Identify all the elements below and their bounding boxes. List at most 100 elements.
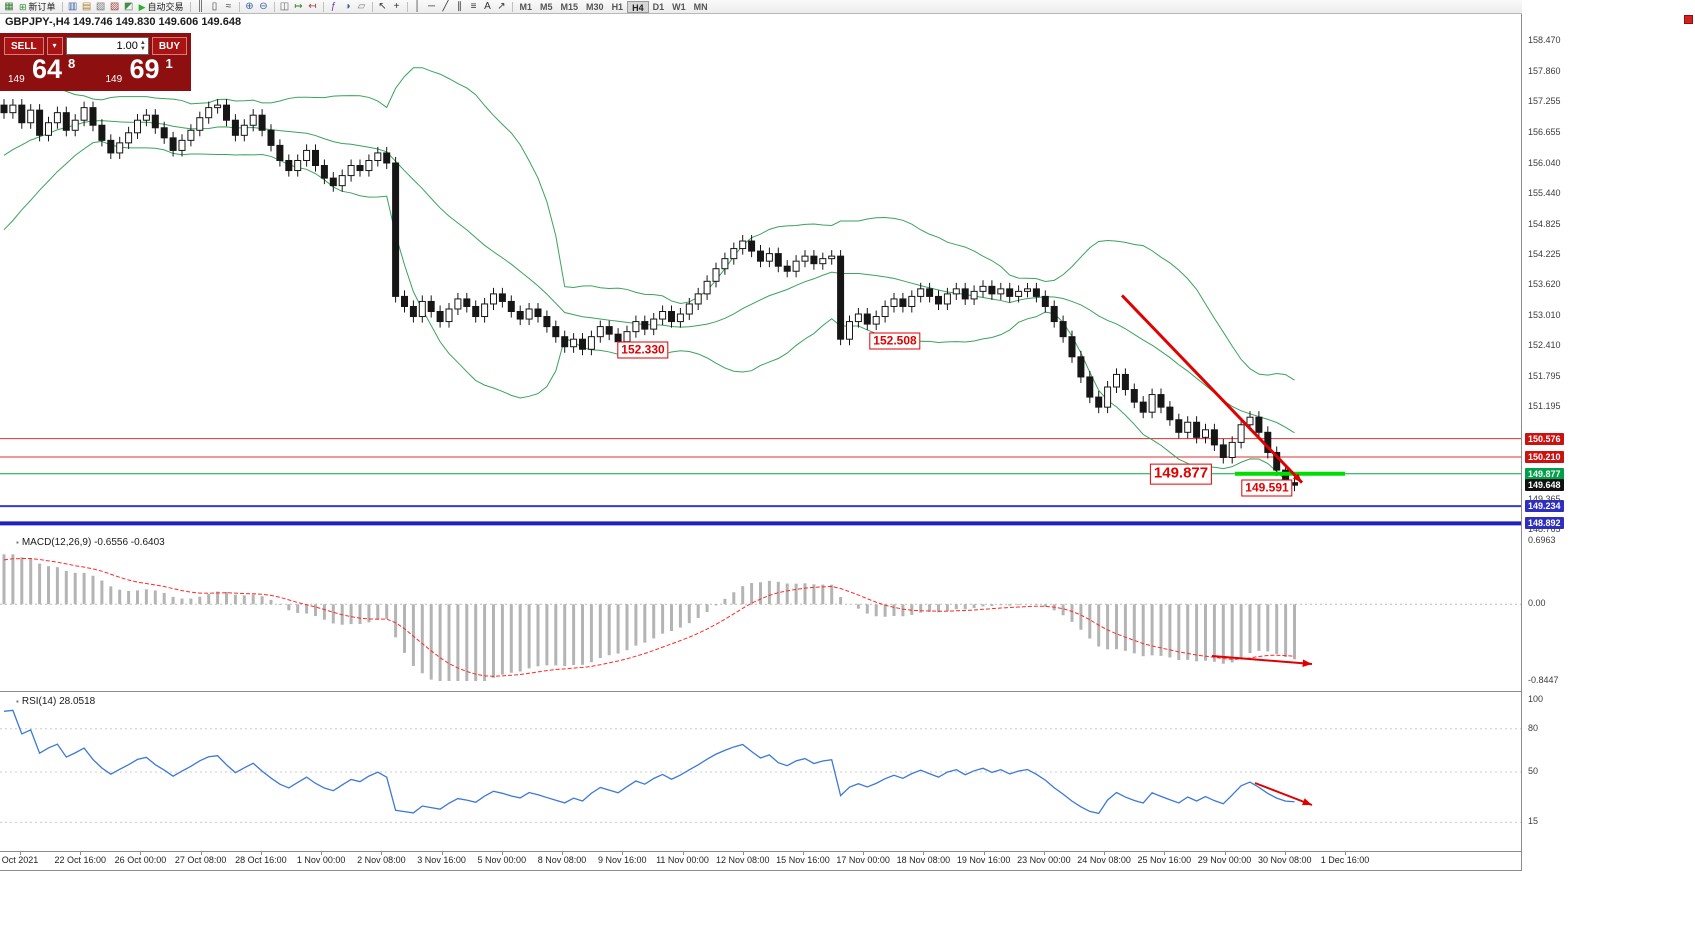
buy-price-main: 69 [129,54,160,84]
price-tick: 152.410 [1528,340,1561,351]
volume-input[interactable] [68,40,138,52]
trendline-icon[interactable]: ╱ [442,0,449,12]
line-chart-icon[interactable]: ≈ [225,0,232,12]
time-tick [923,851,925,855]
rsi-panel[interactable] [0,692,1522,851]
volume-field[interactable]: ▲▼ [65,37,149,55]
timeframe-h1[interactable]: H1 [611,1,624,12]
rsi-line [3,709,1295,815]
main-chart[interactable] [0,14,1522,533]
timeframe-d1[interactable]: D1 [652,1,665,12]
strategy-tester-icon[interactable]: ◩ [123,0,134,12]
time-tick [140,851,142,855]
arrow-tool-icon[interactable]: ↗ [497,0,506,12]
time-label: 29 Nov 00:00 [1197,855,1252,865]
price-tick: 157.255 [1528,96,1561,107]
price-scale[interactable]: 158.470 157.860 157.255 156.655 156.040 155.4… [1522,0,1695,939]
timeframe-mn[interactable]: MN [693,1,708,12]
market-watch-icon[interactable]: ▥ [67,0,78,12]
price-tick: 158.470 [1528,35,1561,46]
macd-panel[interactable] [0,533,1522,691]
toolbar-separator [238,1,240,12]
tile-windows-icon[interactable]: ◫ [279,0,290,12]
horizontal-line-icon[interactable]: ─ [427,0,436,12]
macd-label: ▪ MACD(12,26,9) -0.6556 -0.6403 [16,537,165,548]
price-scale-border [1521,14,1522,870]
candlestick-chart-icon[interactable]: ▯ [211,0,218,12]
price-badge: 149.234 [1525,500,1564,513]
time-tick [1284,851,1286,855]
indicators-icon[interactable]: ƒ [330,0,337,12]
time-label: 9 Nov 16:00 [597,855,647,865]
sell-price-pip: 8 [68,56,76,71]
time-axis[interactable]: Oct 2021 22 Oct 16:00 26 Oct 00:00 27 Oct 0… [0,851,1522,870]
volume-down-icon[interactable]: ▼ [139,46,146,52]
macd-signal-line [3,558,1295,677]
time-label: 30 Nov 08:00 [1257,855,1312,865]
timeframe-m30[interactable]: M30 [586,1,604,12]
vertical-line-icon[interactable]: │ [414,0,421,12]
bollinger-middle [3,120,1295,434]
timeframe-m5[interactable]: M5 [540,1,553,12]
macd-arrow [1211,655,1313,667]
toolbar: ▦ ⊞ 新订单 ▥ ▤ ▧ ▨ ◩ ▶ 自动交易 ║ ▯ ≈ ⊕ ⊖ ◫ ↦ ↤ ƒ ◑ ▱ ↖ + │ ─ ╱ ∥ ≡ A ↗ M1 M5 M… [0,0,1695,14]
text-tool-icon[interactable]: A [484,0,491,12]
crosshair-icon[interactable]: + [393,0,400,12]
toolbar-separator [406,1,408,12]
time-tick [682,851,684,855]
new-order-icon: ⊞ [19,1,27,12]
volume-steppers[interactable]: ▲ ▼ [138,40,146,52]
time-tick [863,851,865,855]
time-label: 2 Nov 08:00 [357,855,406,865]
time-label: Oct 2021 [1,855,39,865]
window-edge-icon[interactable] [1684,15,1693,24]
horizontal-lines [0,438,1522,526]
volume-up-icon[interactable]: ▲ [139,40,146,46]
price-tick: 157.860 [1528,65,1561,76]
zoom-in-icon[interactable]: ⊕ [245,0,254,12]
panel-separator [0,851,1522,852]
timeframe-m15[interactable]: M15 [560,1,579,12]
terminal-icon[interactable]: ▨ [109,0,120,12]
bar-chart-icon[interactable]: ║ [196,0,205,12]
buy-price[interactable]: 149 69 1 [96,54,188,88]
zoom-out-icon[interactable]: ⊖ [259,0,268,12]
data-window-icon[interactable]: ▤ [81,0,92,12]
timeframe-h4[interactable]: H4 [627,0,649,13]
time-label: 26 Oct 00:00 [114,855,167,865]
time-label: 5 Nov 00:00 [477,855,527,865]
periods-icon[interactable]: ◑ [344,0,351,12]
price-tick: 80 [1528,722,1539,733]
time-label: 25 Nov 16:00 [1137,855,1192,865]
timeframe-m1[interactable]: M1 [519,1,533,12]
time-label: 23 Nov 00:00 [1017,855,1071,865]
channel-icon[interactable]: ∥ [457,0,462,12]
time-tick [501,851,503,855]
templates-icon[interactable]: ▱ [357,0,366,12]
timeframe-w1[interactable]: W1 [672,1,686,12]
chart-shift-icon[interactable]: ↤ [308,0,317,12]
time-label: 11 Nov 00:00 [656,855,709,865]
new-order-button[interactable]: ⊞ 新订单 [16,1,59,13]
new-order-button-label: 新订单 [28,1,56,12]
order-type-dropdown[interactable]: ▾ [46,37,63,55]
navigator-icon[interactable]: ▧ [95,0,106,12]
price-tick: 0.00 [1528,598,1546,609]
sell-price-main: 64 [32,54,63,84]
new-chart-icon[interactable]: ▦ [4,0,14,12]
sell-button[interactable]: SELL [4,37,44,55]
auto-trading-button-label: 自动交易 [147,1,184,12]
price-tick: -0.8447 [1528,675,1559,685]
auto-trading-button[interactable]: ▶ 自动交易 [136,1,187,13]
price-tick: 154.825 [1528,218,1561,229]
sell-price[interactable]: 149 64 8 [4,54,96,88]
time-tick [1345,851,1346,855]
auto-scroll-icon[interactable]: ↦ [294,0,303,12]
buy-price-pip: 1 [165,56,173,71]
fibonacci-icon[interactable]: ≡ [470,0,477,12]
price-tick: 155.440 [1528,187,1561,198]
panel-separator[interactable] [0,691,1522,692]
cursor-icon[interactable]: ↖ [378,0,387,12]
time-tick [562,851,564,855]
buy-button[interactable]: BUY [151,37,187,55]
